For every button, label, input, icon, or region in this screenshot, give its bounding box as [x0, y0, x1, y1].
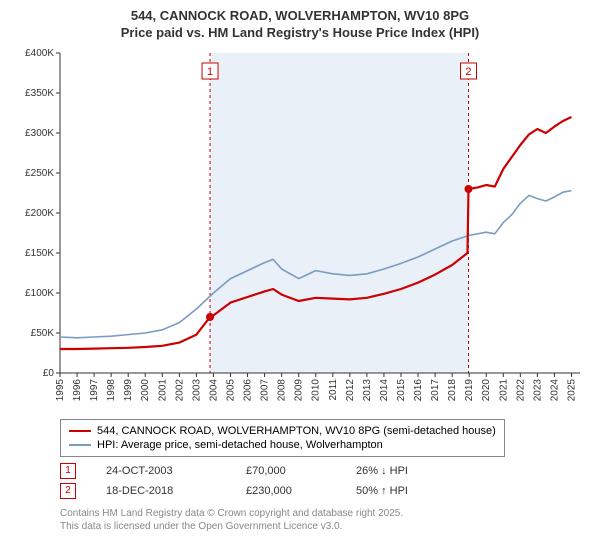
footer-line-2: This data is licensed under the Open Gov…	[60, 521, 342, 532]
svg-text:£150K: £150K	[25, 248, 54, 259]
svg-text:2018: 2018	[447, 378, 458, 401]
event-date: 24-OCT-2003	[106, 465, 216, 477]
event-table: 1 24-OCT-2003 £70,000 26% ↓ HPI 2 18-DEC-2018…	[60, 461, 590, 501]
svg-text:2021: 2021	[498, 378, 509, 401]
svg-text:2016: 2016	[413, 378, 424, 401]
legend: 544, CANNOCK ROAD, WOLVERHAMPTON, WV10 8…	[60, 419, 505, 457]
svg-text:£50K: £50K	[31, 328, 55, 339]
legend-row: 544, CANNOCK ROAD, WOLVERHAMPTON, WV10 8…	[69, 424, 496, 438]
svg-text:2025: 2025	[566, 378, 577, 401]
svg-text:2002: 2002	[174, 378, 185, 401]
svg-text:2019: 2019	[464, 378, 475, 401]
svg-text:£200K: £200K	[25, 208, 54, 219]
svg-text:1999: 1999	[123, 378, 134, 401]
event-date: 18-DEC-2018	[106, 485, 216, 497]
svg-text:2008: 2008	[277, 378, 288, 401]
svg-text:2009: 2009	[294, 378, 305, 401]
svg-text:£100K: £100K	[25, 288, 54, 299]
svg-text:2014: 2014	[379, 378, 390, 401]
svg-text:2005: 2005	[225, 378, 236, 401]
svg-text:£250K: £250K	[25, 168, 54, 179]
svg-text:2024: 2024	[549, 378, 560, 401]
svg-text:2006: 2006	[243, 378, 254, 401]
svg-text:2: 2	[465, 66, 471, 78]
event-price: £70,000	[246, 465, 326, 477]
svg-text:2013: 2013	[362, 378, 373, 401]
legend-label: HPI: Average price, semi-detached house,…	[97, 439, 383, 451]
chart-area: £0 £50K £100K £150K £200K £250K £300K £350K £400…	[10, 48, 590, 413]
event-row: 2 18-DEC-2018 £230,000 50% ↑ HPI	[60, 481, 590, 501]
svg-text:2022: 2022	[515, 378, 526, 401]
chart-title: 544, CANNOCK ROAD, WOLVERHAMPTON, WV10 8…	[10, 8, 590, 42]
event-marker: 1	[60, 463, 76, 479]
legend-swatch	[69, 430, 91, 432]
svg-text:1998: 1998	[106, 378, 117, 401]
svg-text:2011: 2011	[328, 378, 339, 400]
footer-line-1: Contains HM Land Registry data © Crown c…	[60, 508, 403, 519]
svg-text:£0: £0	[43, 368, 55, 379]
legend-row: HPI: Average price, semi-detached house,…	[69, 438, 496, 452]
title-line-2: Price paid vs. HM Land Registry's House …	[121, 25, 480, 40]
title-line-1: 544, CANNOCK ROAD, WOLVERHAMPTON, WV10 8…	[131, 8, 469, 23]
event-row: 1 24-OCT-2003 £70,000 26% ↓ HPI	[60, 461, 590, 481]
svg-text:1995: 1995	[55, 378, 66, 401]
svg-text:£400K: £400K	[25, 48, 54, 59]
price-chart: £0 £50K £100K £150K £200K £250K £300K £350K £400…	[10, 48, 590, 408]
svg-text:£350K: £350K	[25, 88, 54, 99]
svg-text:2023: 2023	[532, 378, 543, 401]
svg-text:2017: 2017	[430, 378, 441, 401]
svg-text:2001: 2001	[157, 378, 168, 401]
svg-text:2015: 2015	[396, 378, 407, 401]
svg-text:2003: 2003	[191, 378, 202, 401]
event-hpi: 26% ↓ HPI	[356, 465, 408, 477]
svg-text:£300K: £300K	[25, 128, 54, 139]
svg-text:1997: 1997	[89, 378, 100, 401]
svg-text:2007: 2007	[260, 378, 271, 401]
footer-attribution: Contains HM Land Registry data © Crown c…	[60, 507, 590, 533]
svg-text:2004: 2004	[208, 378, 219, 401]
svg-text:2000: 2000	[140, 378, 151, 401]
svg-text:2012: 2012	[345, 378, 356, 401]
svg-text:2010: 2010	[311, 378, 322, 401]
event-hpi: 50% ↑ HPI	[356, 485, 408, 497]
event-marker: 2	[60, 483, 76, 499]
svg-text:1996: 1996	[72, 378, 83, 401]
legend-label: 544, CANNOCK ROAD, WOLVERHAMPTON, WV10 8…	[97, 425, 496, 437]
legend-swatch	[69, 444, 91, 446]
svg-text:2020: 2020	[481, 378, 492, 401]
svg-text:1: 1	[207, 66, 213, 78]
event-price: £230,000	[246, 485, 326, 497]
